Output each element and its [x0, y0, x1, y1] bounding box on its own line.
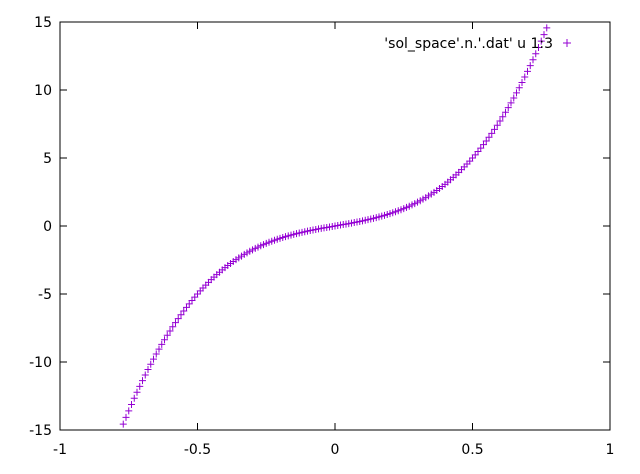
data-point: [535, 43, 542, 51]
data-point: [532, 50, 540, 58]
x-tick-label: -1: [53, 442, 67, 458]
data-point: [155, 345, 163, 353]
data-point: [515, 84, 523, 92]
data-point: [502, 108, 509, 116]
data-point: [493, 121, 501, 129]
data-point: [174, 315, 182, 323]
data-point: [491, 125, 498, 133]
data-point: [130, 394, 138, 402]
data-point: [504, 104, 512, 112]
data-point: [172, 319, 179, 327]
data-point: [136, 382, 144, 390]
data-point: [183, 303, 190, 311]
data-point: [480, 141, 487, 149]
legend-marker: [563, 39, 571, 47]
data-point: [180, 307, 188, 315]
data-point: [488, 129, 496, 137]
data-point: [496, 117, 504, 125]
data-point: [510, 94, 518, 102]
legend: 'sol_space'.n.'.dat' u 1:3: [384, 36, 571, 52]
data-point: [166, 327, 174, 335]
data-point: [158, 340, 166, 348]
y-tick-label: 10: [34, 83, 52, 99]
data-point: [133, 388, 141, 396]
data-point: [139, 377, 146, 385]
data-point: [125, 407, 133, 415]
axis-ticks: -1 -0.5 0 0.5 1 -15 -10 -5 0 5 10 15: [29, 15, 614, 458]
y-tick-label: 15: [34, 15, 52, 31]
data-point: [507, 99, 515, 107]
data-point: [485, 133, 493, 141]
y-tick-label: -5: [38, 287, 52, 303]
x-tick-label: 0: [331, 442, 340, 458]
y-tick-label: -10: [29, 355, 52, 371]
data-point: [177, 311, 185, 319]
data-point: [144, 366, 152, 374]
x-tick-label: 0.5: [461, 442, 483, 458]
y-tick-label: -15: [29, 423, 52, 439]
data-point: [524, 67, 531, 75]
data-point: [499, 113, 507, 121]
data-point: [119, 420, 127, 428]
y-tick-label: 0: [43, 219, 52, 235]
data-point: [521, 73, 529, 81]
data-point: [152, 350, 160, 358]
y-tick-label: 5: [43, 151, 52, 167]
data-point: [543, 24, 551, 32]
data-point: [477, 144, 485, 152]
data-point: [526, 62, 534, 70]
data-point: [540, 31, 548, 39]
data-point: [163, 331, 171, 339]
data-series: [119, 24, 551, 428]
legend-label: 'sol_space'.n.'.dat' u 1:3: [384, 36, 553, 52]
data-point: [150, 355, 157, 363]
x-tick-label: 1: [606, 442, 615, 458]
x-tick-label: -0.5: [184, 442, 211, 458]
data-point: [147, 360, 155, 368]
data-point: [513, 89, 520, 97]
data-point: [518, 78, 526, 86]
data-point: [482, 137, 490, 145]
data-point: [161, 336, 168, 344]
legend-marker-symbol: [563, 39, 571, 47]
data-point: [169, 323, 177, 331]
data-point: [529, 56, 537, 64]
data-point: [122, 413, 130, 421]
data-point: [128, 401, 135, 409]
data-point: [537, 37, 545, 45]
data-point: [141, 371, 149, 379]
